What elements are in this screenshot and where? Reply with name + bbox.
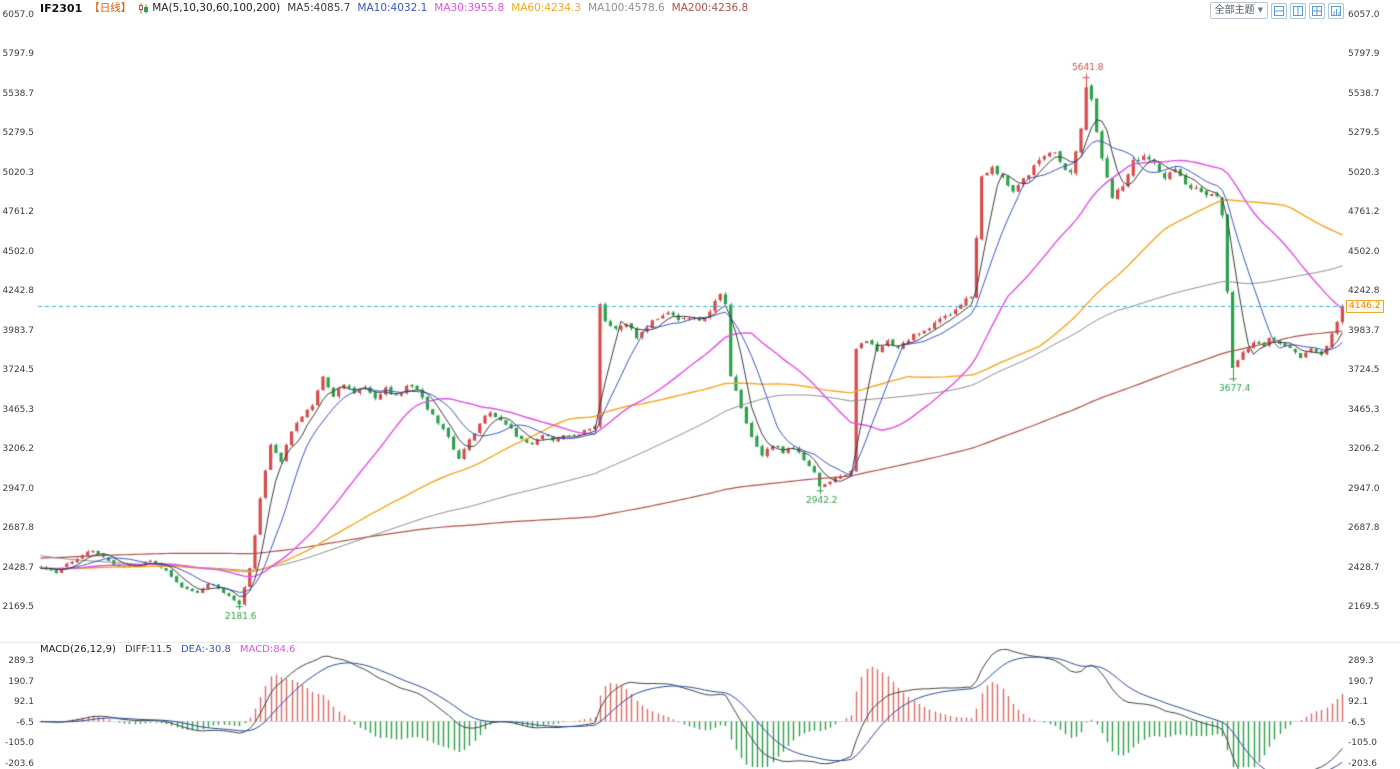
ma30-value: MA30:3955.8 [434,2,505,14]
price-axis-label: 5279.5 [1348,128,1380,139]
macd-macd-value: MACD:84.6 [239,644,296,655]
chevron-down-icon: ▼ [1257,6,1263,14]
macd-axis-label: 190.7 [8,676,34,687]
period-label: 【日线】 [89,2,132,14]
ma-settings-label: MA(5,10,30,60,100,200) [152,2,281,14]
macd-axis-label: 190.7 [1348,676,1374,687]
last-price-tag: 4146.2 [1346,299,1384,313]
price-axis-label: 5797.9 [2,49,35,60]
layout-grid-icon[interactable] [1309,2,1325,19]
macd-axis-label: 92.1 [13,697,34,708]
layout-bars-icon[interactable] [1328,2,1344,19]
macd-axis-label: 92.1 [1348,697,1369,708]
macd-axis-label: 289.3 [1348,656,1374,666]
price-axis-label: 5538.7 [1348,88,1380,99]
macd-dea-value: DEA:-30.8 [180,644,231,655]
price-axis-label: 2428.7 [2,562,35,573]
ma100-value: MA100:4578.6 [588,2,665,14]
price-axis-label: 3465.3 [2,404,35,415]
price-axis-label: 2947.0 [2,483,35,494]
ma5-value: MA5:4085.7 [287,2,351,14]
price-axis-label: 3724.5 [1348,365,1380,376]
price-axis-label: 5797.9 [1348,49,1380,60]
price-axis-label: 2687.8 [2,523,35,534]
macd-axis-label: -105.0 [1348,738,1378,749]
layout-single-icon[interactable] [1271,2,1287,19]
price-axis-label: 3983.7 [2,325,35,336]
chart-header: IF2301 【日线】 MA(5,10,30,60,100,200) MA5:4… [40,2,748,15]
chart-toolbar: 全部主题 ▼ [1209,2,1344,19]
price-axis-label: 3724.5 [2,365,35,376]
price-axis-label: 3465.3 [1348,404,1380,415]
price-axis-label: 5020.3 [1348,167,1380,178]
price-axis-label: 4502.0 [2,246,35,257]
price-axis-label: 3983.7 [1348,325,1380,336]
macd-axis-label: -203.6 [4,759,34,769]
macd-axis-label: -6.5 [1348,717,1366,728]
price-axis-label: 5538.7 [2,88,35,99]
macd-axis-label: 289.3 [8,656,34,666]
price-axis-label: 2947.0 [1348,483,1380,494]
price-axis-label: 3206.2 [2,444,35,455]
theme-dropdown-label: 全部主题 [1214,5,1255,16]
price-axis-label: 6057.0 [1348,10,1380,20]
price-axis-label: 2687.8 [1348,523,1380,534]
indicator-settings-icon[interactable] [138,3,149,14]
macd-diff-value: DIFF:11.5 [124,644,172,655]
price-axis-label: 4502.0 [1348,246,1380,257]
price-axis-label: 4242.8 [2,286,35,297]
price-axis-label: 3206.2 [1348,444,1380,455]
macd-axis-label: -6.5 [16,717,34,728]
price-axis-label: 4761.2 [2,207,35,218]
symbol-label: IF2301 [40,2,83,15]
ma-indicator-group: MA(5,10,30,60,100,200) [138,2,280,15]
price-axis-label: 2169.5 [2,602,35,612]
ma10-value: MA10:4032.1 [357,2,428,14]
layout-vertical-split-icon[interactable] [1290,2,1306,19]
price-axis-label: 6057.0 [2,10,35,20]
ma60-value: MA60:4234.3 [511,2,582,14]
price-axis-label: 4242.8 [1348,286,1380,297]
price-axis-label: 5020.3 [2,167,35,178]
macd-legend: MACD(26,12,9) DIFF:11.5 DEA:-30.8 MACD:8… [40,644,296,655]
price-axis-label: 2428.7 [1348,562,1380,573]
theme-dropdown[interactable]: 全部主题 ▼ [1209,2,1268,19]
price-axis-label: 4761.2 [1348,207,1380,218]
macd-settings-label: MACD(26,12,9) [40,644,116,655]
macd-axis-label: -203.6 [1348,759,1378,769]
ma200-value: MA200:4236.8 [671,2,749,14]
macd-axis-label: -105.0 [4,738,34,749]
price-axis-label: 2169.5 [1348,602,1380,612]
price-axis-label: 5279.5 [2,128,35,139]
